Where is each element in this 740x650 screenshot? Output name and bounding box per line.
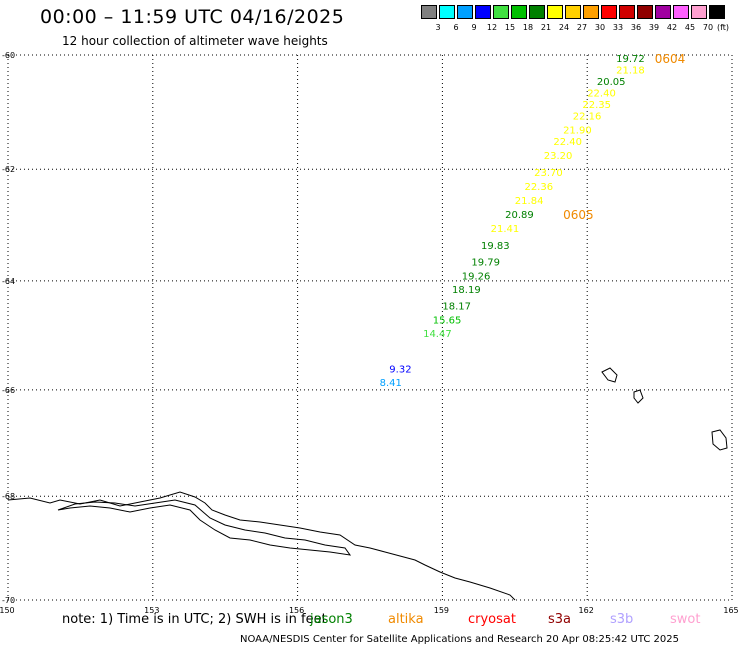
wave-height-value: 21.90 [563,126,592,137]
legend-label: 9 [471,23,477,32]
wave-height-value: 19.26 [462,271,491,282]
axis-labels: 150 153 156 159 162 165 -60 -62 -64 -66 -68 -70 [0,51,739,615]
legend-swatch [457,5,473,19]
satellite-name: swot [670,612,701,627]
legend-swatch [565,5,581,19]
lon-tick-label: 165 [723,606,738,615]
lon-tick-label: 150 [0,606,15,615]
legend-swatch [511,5,527,19]
legend-swatch [475,5,491,19]
wave-height-value: 22.40 [553,137,582,148]
wave-height-value: 23.20 [544,151,573,162]
satellite-name: s3a [548,612,572,627]
footer-note: note: 1) Time is in UTC; 2) SWH is in fe… [62,612,327,627]
island-b [633,389,644,404]
legend-swatch [619,5,635,19]
lon-tick-label: 156 [289,606,304,615]
wave-height-value: 19.72 [616,54,645,65]
lat-tick-label: -66 [2,386,15,395]
legend-swatch [709,5,725,19]
pass-labels: 0604 0605 [563,52,685,222]
legend-label: 6 [453,23,459,32]
legend-swatch [601,5,617,19]
wave-height-value: 21.18 [616,65,645,76]
legend-swatch [637,5,653,19]
legend-label: 30 [594,23,606,32]
legend-label: 33 [612,23,624,32]
legend-swatch [493,5,509,19]
wave-height-value: 20.89 [505,210,534,221]
satellite-name: cryosat [468,612,516,627]
lon-tick-label: 159 [434,606,449,615]
legend-swatch [421,5,437,19]
lat-tick-label: -68 [2,492,15,501]
legend-swatch [529,5,545,19]
legend-label: 12 [486,23,498,32]
lon-tick-label: 162 [579,606,594,615]
wave-height-value: 19.79 [471,258,500,269]
observation-track: 19.7221.1820.0522.4022.3522.1621.9022.40… [380,54,645,389]
peninsula-outline [57,499,352,556]
wave-height-value: 9.32 [389,364,411,375]
wave-height-value: 18.19 [452,285,481,296]
legend-label: 45 [684,23,696,32]
legend-swatch [547,5,563,19]
wave-height-value: 15.65 [433,315,462,326]
wave-height-value: 22.40 [587,88,616,99]
wave-height-value: 18.17 [442,302,471,313]
wave-height-value: 20.05 [597,77,626,88]
legend-label: 39 [648,23,660,32]
wave-height-value: 21.41 [491,224,520,235]
credits-line: NOAA/NESDIS Center for Satellite Applica… [240,634,679,645]
coastline [7,367,728,601]
legend-unit: (ft) [717,23,730,32]
legend-swatch [439,5,455,19]
wave-height-value: 14.47 [423,329,452,340]
map-subtitle: 12 hour collection of altimeter wave hei… [62,34,328,48]
satellite-name: altika [388,612,424,627]
legend-label: 18 [522,23,534,32]
legend-label: 3 [435,23,441,32]
legend-label: 36 [630,23,642,32]
note-text: note: 1) Time is in UTC; 2) SWH is in fe… [62,612,327,627]
lat-tick-label: -62 [2,165,15,174]
pass-time-label: 0605 [563,208,594,222]
lat-tick-label: -60 [2,51,15,60]
legend-swatch [673,5,689,19]
legend-swatch [655,5,671,19]
wave-height-value: 8.41 [380,378,402,389]
legend-label: 15 [504,23,516,32]
wave-height-value: 23.70 [534,168,563,179]
satellite-name: s3b [610,612,634,627]
lon-tick-label: 153 [144,606,159,615]
wave-height-value: 19.83 [481,241,510,252]
legend-label: 42 [666,23,678,32]
legend-label: 21 [540,23,552,32]
lat-lon-grid [7,54,733,601]
lat-tick-label: -70 [2,596,15,605]
satellite-name: jason3 [310,612,353,627]
island-c [711,429,728,451]
wave-height-value: 22.36 [524,182,553,193]
legend-label: 24 [558,23,570,32]
legend-swatch [583,5,599,19]
legend-swatch [691,5,707,19]
legend-label: 70 [702,23,714,32]
antarctic-coastline [7,491,516,601]
lat-tick-label: -64 [2,277,15,286]
map-title: 00:00 – 11:59 UTC 04/16/2025 [40,6,345,28]
legend-label: 27 [576,23,588,32]
wave-height-value: 22.35 [582,100,611,111]
island-a [601,367,618,383]
pass-time-label: 0604 [655,52,686,66]
wave-height-value: 21.84 [515,196,544,207]
wave-height-value: 22.16 [573,111,602,122]
